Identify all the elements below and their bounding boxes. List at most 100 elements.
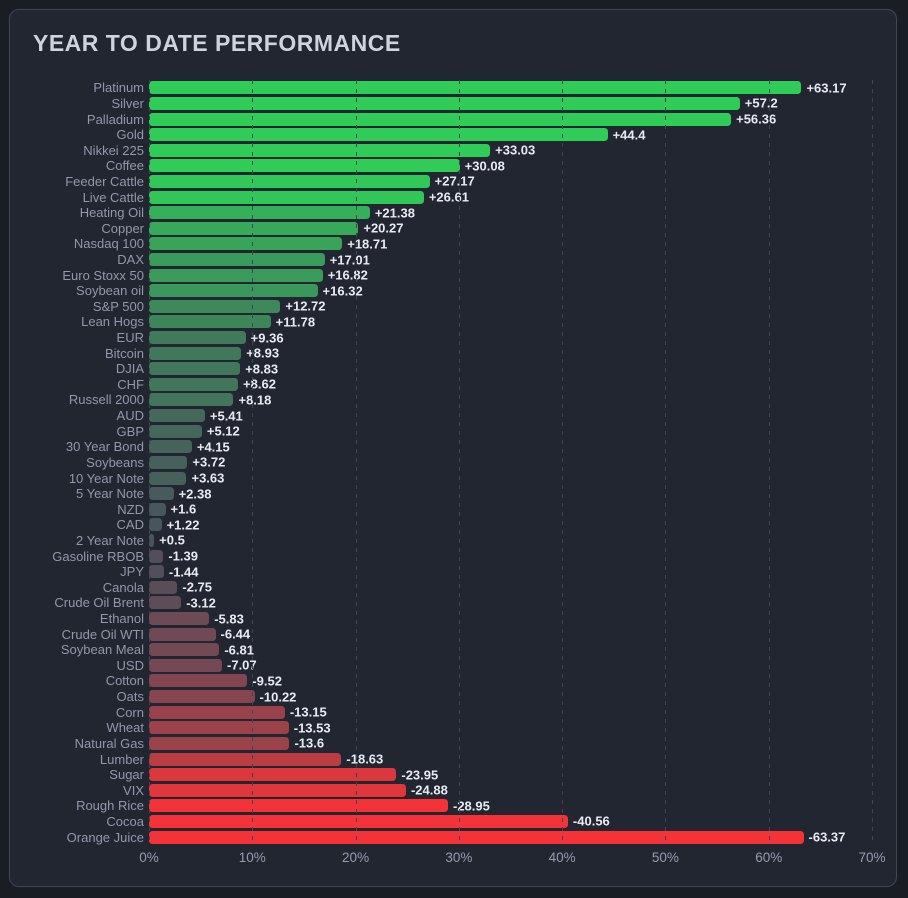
bar-row: CAD +1.22 — [33, 517, 883, 533]
bar-row: Heating Oil +21.38 — [33, 205, 883, 221]
bar-row: Bitcoin +8.93 — [33, 345, 883, 361]
bar-row: Cocoa -40.56 — [33, 814, 883, 830]
bar — [149, 627, 216, 641]
bar-row: Palladium +56.36 — [33, 111, 883, 127]
bar-value-label: +12.72 — [285, 298, 326, 314]
bar — [149, 143, 491, 157]
bar-value-label: -2.75 — [182, 579, 213, 595]
bar-track: +56.36 — [149, 112, 872, 126]
bar-row: VIX -24.88 — [33, 782, 883, 798]
row-label: USD — [116, 657, 144, 673]
bar-row: DJIA +8.83 — [33, 361, 883, 377]
bar-value-label: -10.22 — [259, 689, 297, 705]
bar-value-label: +5.12 — [206, 423, 240, 439]
bar-track: -40.56 — [149, 814, 872, 828]
bar — [149, 783, 406, 797]
row-label: S&P 500 — [92, 298, 144, 314]
x-axis: 0% 10% 20% 30% 40% 50% 60% 70% — [139, 848, 885, 870]
bar-value-label: +3.63 — [191, 470, 225, 486]
row-label: Nikkei 225 — [83, 142, 144, 158]
bar-row: Nikkei 225 +33.03 — [33, 142, 883, 158]
bar-value-label: +27.17 — [434, 173, 475, 189]
bar — [149, 752, 342, 766]
row-label: Ethanol — [99, 611, 144, 627]
row-label: Silver — [111, 95, 144, 111]
row-label: Feeder Cattle — [65, 173, 144, 189]
bar-track: +44.4 — [149, 127, 872, 143]
bar-track: -5.83 — [149, 612, 872, 626]
page-title: YEAR TO DATE PERFORMANCE — [33, 30, 401, 56]
bar-track: -3.12 — [149, 596, 872, 610]
bar — [149, 268, 323, 282]
bar-row: 10 Year Note +3.63 — [33, 470, 883, 486]
bar-value-label: +0.5 — [159, 532, 185, 548]
bar — [149, 502, 166, 516]
bar-row: Crude Oil WTI -6.44 — [33, 626, 883, 642]
bar — [149, 721, 289, 735]
bar — [149, 331, 246, 345]
bar-track: +57.2 — [149, 96, 872, 110]
bar-value-label: -7.07 — [227, 657, 257, 673]
bar-value-label: +18.71 — [347, 236, 388, 252]
row-label: DJIA — [115, 361, 144, 377]
row-label: Bitcoin — [104, 345, 144, 361]
bar-track: +12.72 — [149, 298, 872, 314]
bar-value-label: +16.32 — [322, 283, 363, 299]
row-label: 30 Year Bond — [65, 439, 144, 455]
bar-track: +5.12 — [149, 423, 872, 439]
bar-row: Gold +44.4 — [33, 127, 883, 143]
bar-value-label: +26.61 — [428, 189, 469, 205]
row-label: Natural Gas — [74, 735, 144, 751]
bar-value-label: -63.37 — [808, 829, 846, 845]
bar-value-label: +11.78 — [275, 314, 316, 330]
bar-track: +1.22 — [149, 518, 872, 532]
row-label: Soybeans — [86, 454, 144, 470]
bar-row: Copper +20.27 — [33, 220, 883, 236]
bar-value-label: +8.83 — [245, 361, 279, 377]
row-label: Canola — [102, 579, 144, 595]
bar-value-label: -28.95 — [453, 798, 490, 814]
bar — [149, 299, 281, 313]
bar-track: -13.6 — [149, 736, 872, 750]
bar-value-label: +8.62 — [243, 376, 276, 392]
bar — [149, 643, 220, 657]
bar — [149, 284, 318, 298]
plot-rows: Platinum +63.17 Silver +57.2 Palladium +56.36… — [33, 80, 883, 845]
bar — [149, 190, 424, 204]
bar-value-label: +33.03 — [495, 142, 536, 158]
bar-value-label: +1.6 — [170, 501, 197, 517]
bar — [149, 455, 188, 469]
row-label: Soybean oil — [76, 283, 144, 299]
bar-track: +11.78 — [149, 314, 872, 330]
row-label: VIX — [123, 782, 144, 798]
row-label: AUD — [116, 408, 144, 424]
row-label: Heating Oil — [79, 205, 144, 221]
bar-row: Euro Stoxx 50 +16.82 — [33, 267, 883, 283]
bar-value-label: -9.52 — [252, 673, 282, 689]
x-axis-tick: 40% — [548, 849, 576, 865]
bar-track: +18.71 — [149, 236, 872, 252]
bar-track: +17.01 — [149, 253, 872, 266]
row-label: CAD — [116, 517, 144, 533]
bar-row: GBP +5.12 — [33, 423, 883, 439]
bar-row: Orange Juice -63.37 — [33, 829, 883, 845]
bar — [149, 565, 164, 579]
bar-row: S&P 500 +12.72 — [33, 299, 883, 315]
bar-row: Nasdaq 100 +18.71 — [33, 236, 883, 252]
bar-row: 2 Year Note +0.5 — [33, 533, 883, 549]
bar — [149, 533, 155, 547]
row-label: Coffee — [105, 158, 144, 174]
bar-track: +20.27 — [149, 221, 872, 235]
bar — [149, 346, 242, 360]
x-axis-tick: 20% — [342, 849, 370, 865]
bar-value-label: +44.4 — [612, 127, 646, 143]
bar-track: +8.62 — [149, 376, 872, 392]
x-axis-tick: 50% — [651, 849, 679, 865]
bar — [149, 409, 205, 423]
bar — [149, 440, 192, 454]
bar-track: +2.38 — [149, 487, 872, 501]
bar-row: Feeder Cattle +27.17 — [33, 174, 883, 190]
bar — [149, 424, 202, 438]
bar-track: -7.07 — [149, 657, 872, 673]
bar-track: +8.18 — [149, 393, 872, 407]
